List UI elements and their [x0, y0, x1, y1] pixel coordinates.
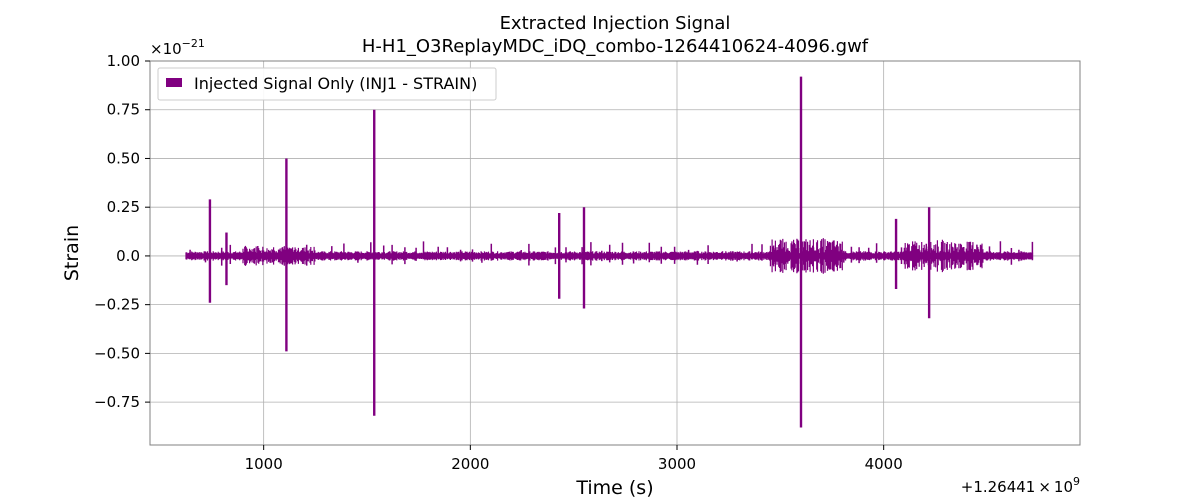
y-tick-label: 1.00	[107, 52, 140, 70]
y-tick-label: 0.0	[116, 247, 140, 265]
y-scale-base: ×10	[150, 40, 182, 58]
legend: Injected Signal Only (INJ1 - STRAIN)	[157, 67, 497, 101]
y-tick-label: −0.25	[94, 296, 140, 314]
x-offset-label: +1.26441 × 109	[961, 475, 1080, 496]
y-tick-label: −0.75	[94, 393, 140, 411]
ticks: 1000 2000 3000 4000 1.00 0.75 0.50 0.25 0.0 −0.25…	[94, 52, 903, 473]
y-tick-label: −0.50	[94, 344, 140, 362]
x-tick-label: 2000	[451, 455, 489, 473]
x-offset-exponent: 9	[1073, 475, 1080, 488]
series-layer	[185, 76, 1034, 428]
y-axis-label: Strain	[61, 225, 83, 281]
y-tick-label: 0.50	[107, 149, 140, 167]
chart-subtitle: H-H1_O3ReplayMDC_iDQ_combo-1264410624-40…	[362, 36, 869, 57]
x-tick-label: 1000	[245, 455, 283, 473]
x-tick-label: 3000	[658, 455, 696, 473]
y-scale-label: ×10−21	[150, 37, 205, 58]
x-offset-base: +1.26441 × 10	[961, 478, 1073, 496]
legend-label: Injected Signal Only (INJ1 - STRAIN)	[194, 74, 477, 93]
y-tick-label: 0.75	[107, 101, 140, 119]
y-scale-exponent: −21	[182, 37, 205, 50]
legend-box	[157, 67, 497, 101]
chart-title: Extracted Injection Signal	[500, 13, 731, 34]
y-tick-label: 0.25	[107, 198, 140, 216]
plot-frame	[149, 60, 1081, 446]
x-tick-label: 4000	[865, 455, 903, 473]
x-axis-label: Time (s)	[575, 477, 653, 499]
legend-swatch	[166, 78, 182, 87]
